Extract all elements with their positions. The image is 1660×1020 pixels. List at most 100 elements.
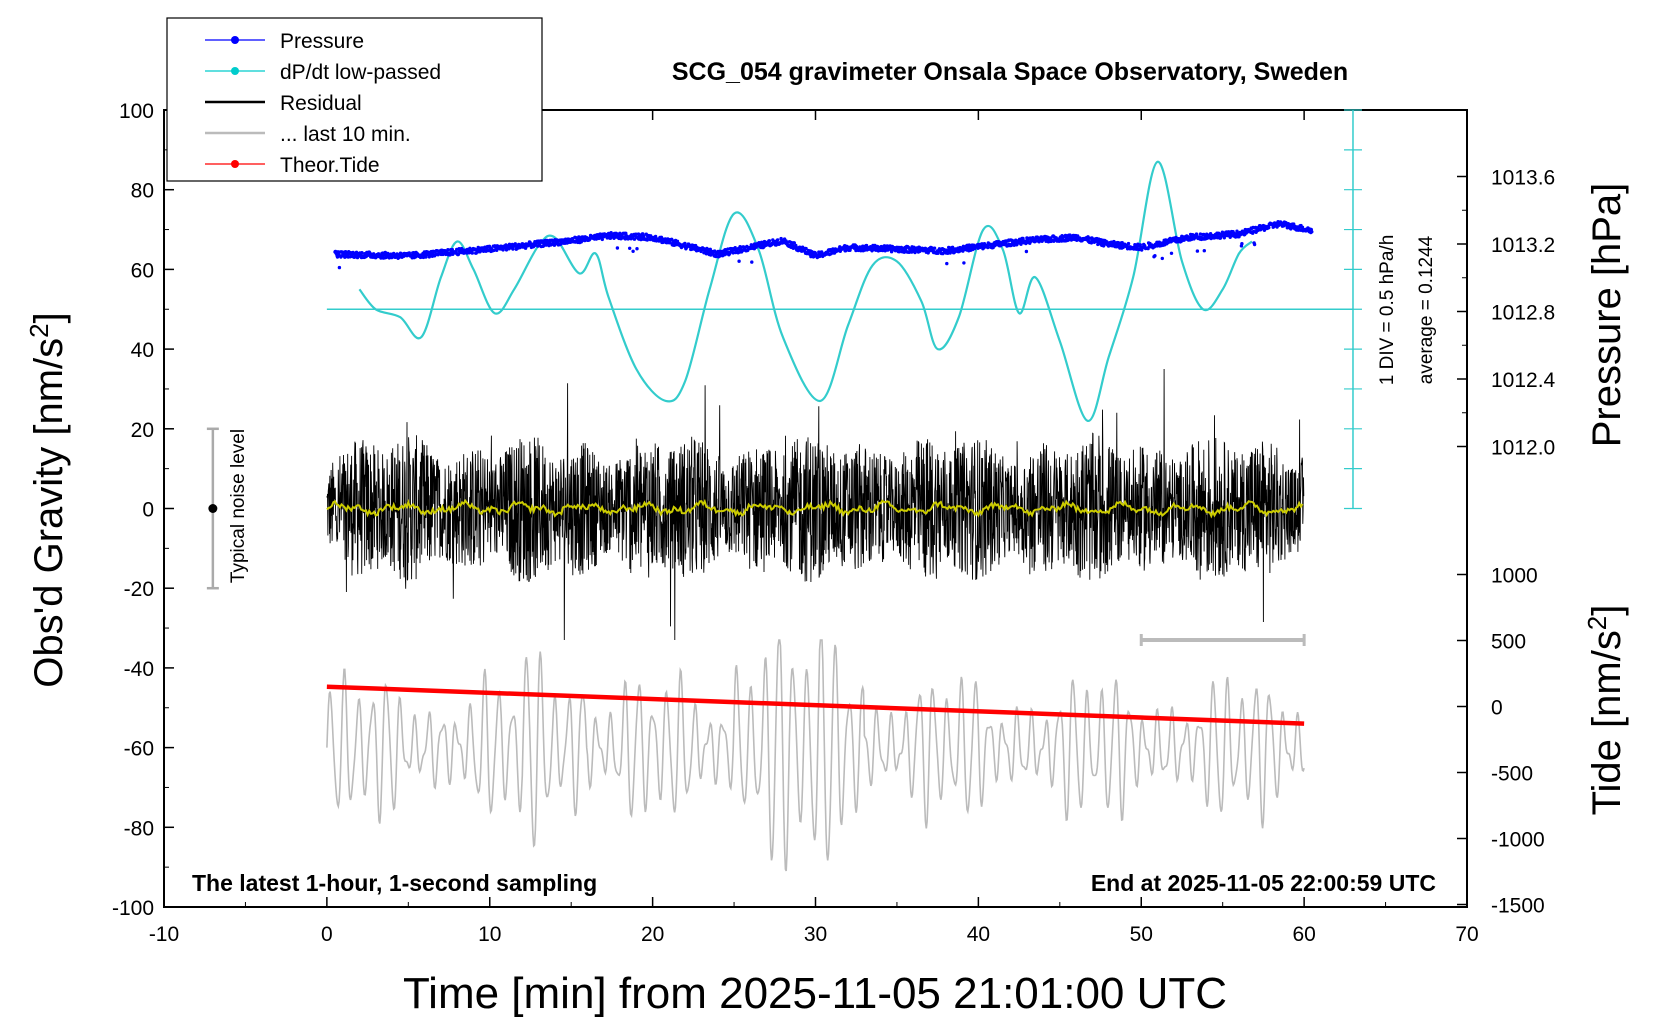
legend-swatch-marker	[231, 36, 239, 44]
tide-tick-label: -1000	[1491, 829, 1545, 852]
pressure-point	[776, 238, 780, 242]
pressure-point	[628, 246, 632, 250]
pressure-tick-label: 1012.4	[1491, 369, 1556, 392]
y-tick-label: -60	[124, 738, 154, 761]
x-tick-label: 50	[1130, 923, 1153, 946]
pressure-point	[398, 251, 403, 255]
x-tick-label: 20	[641, 923, 664, 946]
x-tick-label: -10	[149, 923, 179, 946]
pressure-point	[945, 261, 949, 266]
pressure-point	[962, 261, 966, 265]
pressure-point	[961, 249, 965, 253]
dpdt-scale-label: 1 DIV = 0.5 hPa/h	[1377, 235, 1398, 386]
y-tick-label: 80	[131, 180, 154, 203]
legend-swatch-marker	[231, 67, 239, 75]
y-axis-label-left: Obs'd Gravity [nm/s2]	[24, 312, 71, 688]
x-tick-label: 60	[1292, 923, 1315, 946]
pressure-point	[1138, 243, 1143, 247]
pressure-point	[634, 232, 638, 236]
chart-title: SCG_054 gravimeter Onsala Space Observat…	[672, 58, 1348, 86]
y-tick-label: -80	[124, 817, 154, 840]
pressure-point	[1146, 246, 1150, 251]
legend-label: ... last 10 min.	[280, 123, 411, 146]
pressure-point	[1089, 241, 1094, 245]
pressure-point	[1202, 249, 1207, 253]
y-tick-label: -40	[124, 658, 154, 681]
pressure-point	[1235, 229, 1239, 233]
pressure-point	[470, 251, 474, 255]
pressure-point	[645, 238, 649, 242]
pressure-point	[631, 249, 635, 253]
pressure-point	[427, 255, 431, 259]
pressure-point	[767, 239, 772, 243]
pressure-point	[804, 246, 808, 251]
legend: Pressure dP/dt low-passed Residual ... last…	[166, 17, 543, 182]
legend-label: Pressure	[280, 30, 364, 53]
pressure-point	[507, 242, 512, 246]
tide-tick-label: 500	[1491, 631, 1526, 654]
pressure-point	[615, 232, 619, 236]
tide-tick-label: -1500	[1491, 895, 1545, 918]
legend-swatch-marker	[231, 160, 239, 168]
legend-label: Residual	[280, 92, 362, 115]
y-tick-label: 40	[131, 339, 154, 362]
pressure-tick-label: 1012.0	[1491, 437, 1555, 460]
legend-label: Theor.Tide	[280, 154, 380, 177]
data-series	[206, 109, 1362, 872]
y-tick-label: 0	[142, 499, 154, 522]
pressure-point	[897, 250, 902, 254]
pressure-point	[1015, 242, 1019, 246]
pressure-point	[1024, 249, 1029, 254]
noise-bar-dot	[208, 504, 218, 513]
pressure-point	[1153, 254, 1157, 258]
y-tick-label: -100	[112, 897, 154, 920]
tide-tick-label: 0	[1491, 697, 1503, 720]
pressure-point	[986, 245, 990, 250]
pressure-point	[714, 254, 718, 259]
pressure-point	[737, 259, 741, 263]
tide-tick-label: -500	[1491, 763, 1533, 786]
dpdt-average-label: average = 0.1244	[1416, 235, 1437, 384]
pressure-point	[615, 246, 620, 250]
pressure-point	[932, 246, 937, 250]
x-tick-label: 10	[478, 923, 501, 946]
pressure-point	[683, 241, 687, 246]
pressure-point	[792, 241, 796, 245]
axis-ticks: -10 0 10 20 30 40 50 60 70100806040200-20-40-60-…	[112, 100, 1556, 946]
x-tick-label: 0	[321, 923, 333, 946]
pressure-tick-label: 1012.8	[1491, 302, 1555, 325]
pressure-point	[1240, 242, 1244, 246]
residual-smoothed-line	[326, 498, 1304, 519]
pressure-point	[1310, 230, 1314, 234]
pressure-point	[413, 255, 418, 259]
pressure-point	[750, 260, 754, 264]
y-tick-label: 100	[119, 100, 154, 123]
y-axis-label-pressure: Pressure [hPa]	[1585, 183, 1629, 448]
annotation-end-time: End at 2025-11-05 22:00:59 UTC	[1091, 870, 1436, 896]
pressure-point	[337, 265, 342, 270]
residual-series-line	[326, 368, 1305, 641]
noise-level-label: Typical noise level	[228, 429, 249, 583]
pressure-point	[600, 237, 604, 242]
y-tick-label: 60	[131, 259, 154, 282]
pressure-point	[523, 246, 528, 250]
y-tick-label: 20	[131, 419, 154, 442]
last10-series-line	[326, 639, 1305, 872]
pressure-point	[360, 251, 364, 255]
pressure-point	[1126, 241, 1131, 246]
pressure-point	[731, 251, 735, 255]
pressure-tick-label: 1013.2	[1491, 234, 1555, 257]
dpdt-series-line	[358, 160, 1253, 422]
pressure-point	[1021, 236, 1025, 241]
tide-tick-label: 1000	[1491, 565, 1538, 588]
legend-box	[166, 17, 543, 182]
x-axis-label: Time [min] from 2025-11-05 21:01:00 UTC	[403, 969, 1227, 1018]
pressure-point	[441, 252, 445, 257]
pressure-point	[653, 234, 658, 239]
pressure-point	[1252, 242, 1257, 247]
pressure-point	[635, 247, 639, 251]
y-tick-label: -20	[124, 578, 154, 601]
x-tick-label: 40	[967, 923, 990, 946]
annotation-sampling: The latest 1-hour, 1-second sampling	[192, 870, 597, 896]
x-tick-label: 70	[1455, 923, 1478, 946]
